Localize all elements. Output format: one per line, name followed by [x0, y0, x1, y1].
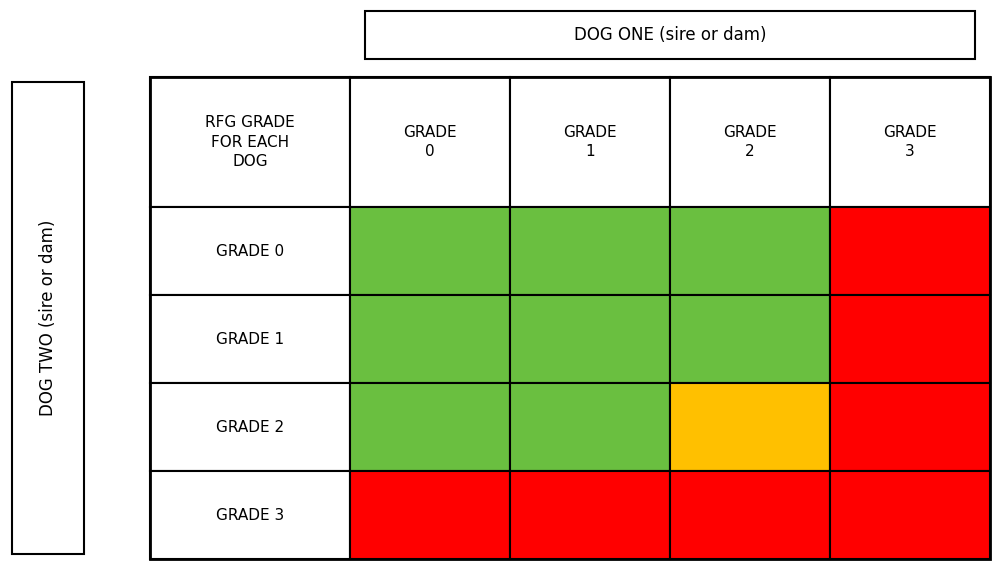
Text: GRADE
1: GRADE 1: [563, 124, 617, 160]
Text: DOG ONE (sire or dam): DOG ONE (sire or dam): [574, 26, 766, 44]
Bar: [510, 383, 670, 471]
Text: GRADE
3: GRADE 3: [883, 124, 937, 160]
Bar: [12, 82, 84, 554]
Bar: [150, 295, 350, 383]
Bar: [670, 471, 830, 559]
Bar: [830, 383, 990, 471]
Text: GRADE 1: GRADE 1: [216, 332, 284, 346]
Bar: [830, 207, 990, 295]
Bar: [830, 295, 990, 383]
Text: GRADE 3: GRADE 3: [216, 508, 284, 522]
Bar: [510, 77, 670, 207]
Bar: [350, 207, 510, 295]
Bar: [350, 77, 510, 207]
Text: GRADE 0: GRADE 0: [216, 244, 284, 258]
Bar: [150, 471, 350, 559]
Bar: [670, 383, 830, 471]
Bar: [150, 77, 350, 207]
Bar: [150, 383, 350, 471]
Bar: [150, 77, 990, 559]
Bar: [670, 77, 830, 207]
Bar: [365, 11, 975, 59]
Bar: [670, 295, 830, 383]
Bar: [670, 207, 830, 295]
Bar: [350, 383, 510, 471]
Text: RFG GRADE
FOR EACH
DOG: RFG GRADE FOR EACH DOG: [205, 114, 295, 169]
Bar: [510, 295, 670, 383]
Bar: [830, 77, 990, 207]
Bar: [510, 471, 670, 559]
Bar: [830, 471, 990, 559]
Bar: [510, 207, 670, 295]
Bar: [350, 295, 510, 383]
Bar: [150, 207, 350, 295]
Text: GRADE
0: GRADE 0: [403, 124, 457, 160]
Text: DOG TWO (sire or dam): DOG TWO (sire or dam): [39, 220, 57, 416]
Bar: [350, 471, 510, 559]
Text: GRADE
2: GRADE 2: [723, 124, 777, 160]
Text: GRADE 2: GRADE 2: [216, 420, 284, 434]
